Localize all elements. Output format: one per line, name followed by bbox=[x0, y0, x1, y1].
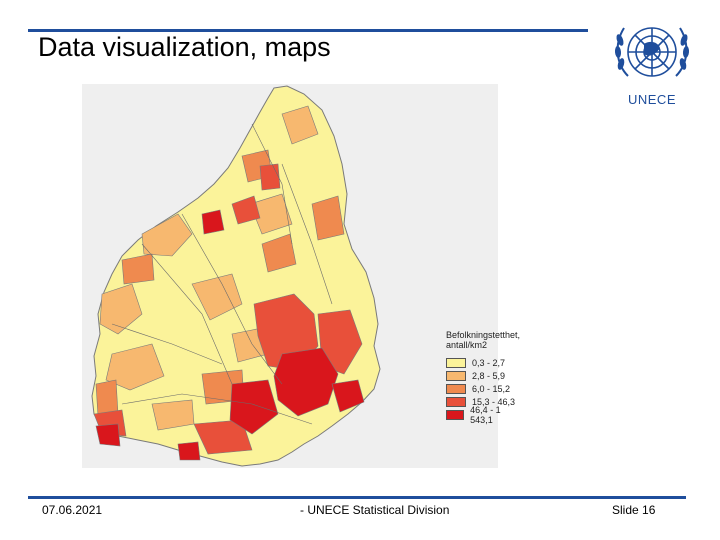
legend-title: Befolkningstetthet, antall/km2 bbox=[446, 330, 521, 350]
unece-logo: UNECE bbox=[606, 14, 698, 110]
legend-item: 15,3 - 46,3 bbox=[446, 395, 520, 408]
legend-label: 2,8 - 5,9 bbox=[472, 370, 506, 381]
footer-rule bbox=[28, 496, 686, 499]
slide-title: Data visualization, maps bbox=[38, 32, 331, 62]
legend-label: 6,0 - 15,2 bbox=[472, 383, 511, 394]
map-legend: Befolkningstetthet, antall/km2 0,3 - 2,7… bbox=[446, 330, 521, 425]
legend-item: 0,3 - 2,7 bbox=[446, 356, 520, 369]
legend-label: 15,3 - 46,3 bbox=[472, 396, 516, 407]
legend-item: 46,4 - 1 543,1 bbox=[446, 405, 520, 425]
legend-item: 6,0 - 15,2 bbox=[446, 382, 520, 395]
un-emblem-icon bbox=[614, 27, 690, 77]
logo-text: UNECE bbox=[627, 92, 676, 107]
slide-number: Slide 16 bbox=[612, 503, 656, 517]
legend-label: 0,3 - 2,7 bbox=[472, 357, 506, 368]
legend-swatch bbox=[446, 396, 466, 407]
legend-swatch bbox=[446, 370, 466, 381]
legend-swatch bbox=[446, 383, 466, 394]
title-rule bbox=[28, 29, 588, 32]
norway-map bbox=[91, 85, 381, 467]
legend-swatch bbox=[446, 409, 465, 420]
footer-date: 07.06.2021 bbox=[42, 503, 103, 517]
legend-swatch bbox=[446, 357, 466, 368]
population-density-map: Befolkningstetthet, antall/km2 0,3 - 2,7… bbox=[82, 84, 520, 468]
legend-item: 2,8 - 5,9 bbox=[446, 369, 520, 382]
footer-organization: - UNECE Statistical Division bbox=[300, 503, 450, 517]
legend-label: 46,4 - 1 543,1 bbox=[470, 404, 501, 425]
density-class-5 bbox=[95, 209, 365, 461]
density-class-2 bbox=[99, 105, 319, 431]
